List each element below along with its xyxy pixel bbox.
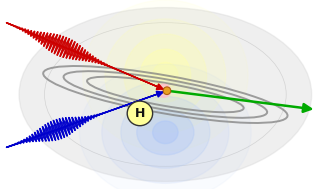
Ellipse shape [153,62,178,89]
Polygon shape [6,23,167,91]
Ellipse shape [127,101,153,126]
Polygon shape [6,91,167,147]
Polygon shape [6,91,167,147]
Ellipse shape [137,110,194,155]
Ellipse shape [105,19,226,132]
Ellipse shape [153,121,178,144]
Circle shape [163,87,171,94]
Ellipse shape [102,81,229,183]
Ellipse shape [157,84,171,97]
Text: H: H [135,107,145,120]
Ellipse shape [19,8,312,181]
Ellipse shape [80,64,251,189]
Ellipse shape [140,49,191,102]
Ellipse shape [124,34,207,117]
Ellipse shape [121,96,210,168]
Polygon shape [6,23,167,91]
Ellipse shape [83,0,248,151]
